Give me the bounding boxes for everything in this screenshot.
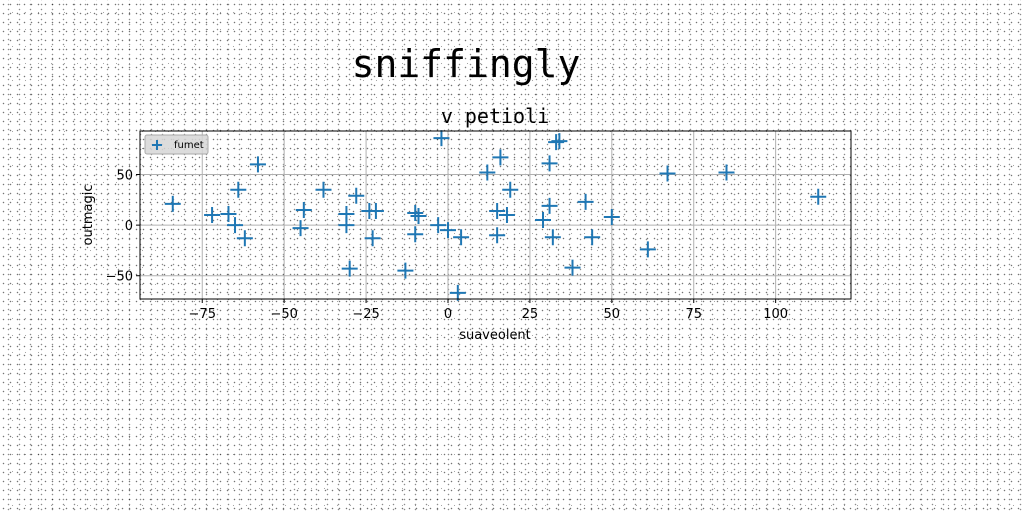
x-tick-label: 0 [444,307,452,322]
plot-frame [139,130,852,300]
chart-suptitle: sniffingly [352,42,581,86]
data-point [341,260,358,277]
data-point [639,241,656,258]
data-point [439,222,456,239]
data-point [577,193,594,210]
data-point [397,262,414,279]
plot-area [140,131,851,299]
legend-box [144,134,209,155]
data-point [551,133,568,150]
data-point [227,217,244,234]
data-point [564,259,581,276]
y-tick-label: 50 [116,169,133,184]
data-point [315,181,332,198]
x-tick-label: 50 [604,307,621,322]
y-tick-label: −50 [106,270,133,285]
data-point [810,188,827,205]
x-axis-ticks: −75 −50 −25 0 25 50 75 100 [189,299,788,322]
data-points [164,130,827,301]
data-point [502,181,519,198]
x-tick-label: −50 [270,307,297,322]
data-point [204,207,221,223]
x-tick-label: 75 [685,307,702,322]
data-point [498,207,515,223]
data-point [433,130,450,147]
data-point [535,212,552,229]
data-point [548,134,565,151]
data-point [410,208,427,225]
data-point [449,284,466,301]
data-point [367,202,384,219]
data-point [489,202,506,219]
legend-marker-plus [152,140,162,150]
data-point [584,229,601,246]
data-point [295,201,312,218]
y-axis-ticks: −50 0 50 [106,169,140,285]
x-tick-label: 100 [763,307,788,322]
data-point [164,195,181,212]
data-point [220,205,237,222]
x-axis-label: suaveolent [459,328,531,343]
data-point [364,230,381,247]
data-point [659,165,676,182]
data-point [489,227,506,244]
data-point [544,229,561,246]
data-point [292,220,309,237]
data-point [541,197,558,214]
y-tick-label: 0 [125,219,133,234]
data-point [453,229,470,246]
data-point [249,156,266,173]
x-tick-label: −25 [352,307,379,322]
legend-marker [152,140,162,150]
data-point [492,149,509,166]
y-axis-label: outmagic [81,185,96,246]
data-point [338,217,355,234]
data-point [603,209,620,226]
data-point [407,226,424,243]
data-point [407,204,424,221]
legend-entry-label: fumet [174,140,204,151]
data-point [430,217,447,234]
x-tick-label: 25 [522,307,539,322]
legend: fumet [144,134,209,155]
data-point [230,181,247,198]
data-point [348,187,365,204]
x-tick-label: −75 [189,307,216,322]
data-point [479,164,496,181]
grid-lines [140,131,851,299]
data-point [541,155,558,172]
chart-title: v petioli [441,104,549,128]
data-point [236,230,253,247]
data-point [718,164,735,181]
